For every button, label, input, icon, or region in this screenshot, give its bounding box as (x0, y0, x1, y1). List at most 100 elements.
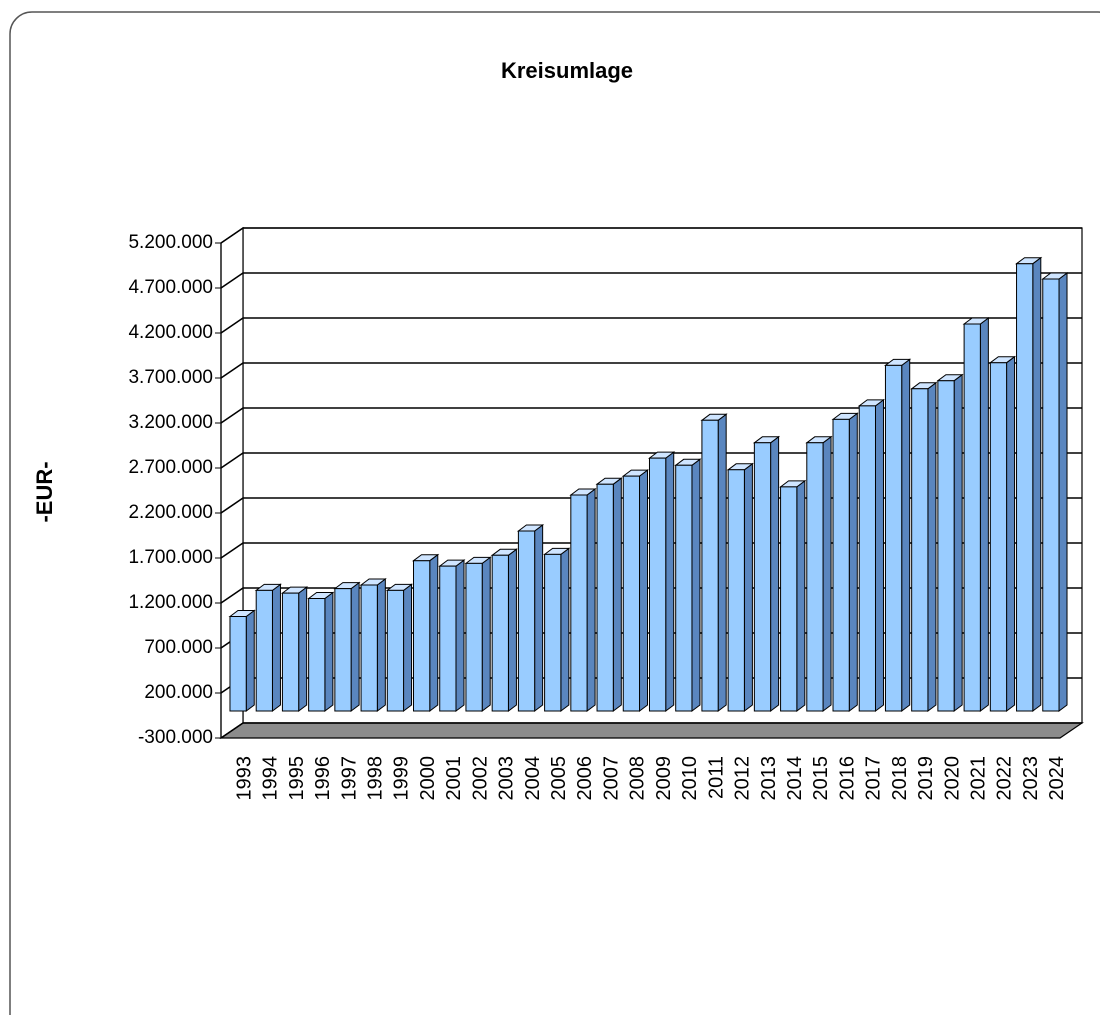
y-tick-label: 3.200.000 (128, 412, 213, 433)
bar-front (1016, 263, 1034, 712)
chart-title: Kreisumlage (501, 58, 633, 83)
grid-line (220, 452, 1082, 469)
bar-front (675, 464, 693, 712)
bar-side (927, 381, 937, 712)
bar-side (639, 469, 649, 712)
grid-line (220, 407, 1082, 424)
bar-front (517, 530, 536, 712)
bar-side (874, 398, 884, 712)
x-tick-label: 2004 (522, 756, 544, 801)
bar-front (596, 483, 614, 712)
bar (333, 581, 361, 712)
y-tick-label: -300.000 (138, 727, 213, 748)
bar-side (770, 435, 780, 712)
bar-front (806, 442, 824, 712)
x-tick-label: 2021 (968, 756, 990, 801)
x-tick-label: 2001 (443, 756, 465, 801)
bar (438, 559, 466, 712)
x-tick-label: 2011 (705, 756, 727, 799)
bar (988, 355, 1017, 712)
x-tick-label: 2010 (679, 756, 701, 801)
x-tick-label: 2022 (994, 756, 1016, 801)
bar-side (455, 559, 465, 712)
bar-side (429, 553, 439, 712)
bar-front (255, 589, 273, 712)
y-tick-label: 2.200.000 (128, 502, 213, 523)
bar-side (1058, 272, 1068, 712)
bar-front (858, 405, 876, 712)
bar-side (376, 578, 386, 712)
x-tick-label: 1995 (286, 756, 308, 801)
bar-side (324, 591, 334, 712)
bar-front (1042, 278, 1060, 712)
x-tick-label: 2003 (496, 756, 518, 801)
bar-side (717, 413, 727, 712)
y-tick-label: 3.700.000 (128, 367, 213, 388)
bar-side (507, 548, 517, 712)
bar (962, 317, 990, 712)
bar-side (271, 583, 281, 712)
bar (254, 583, 282, 712)
x-tick-label: 2009 (653, 756, 675, 801)
floor (219, 722, 1084, 739)
x-tick-label: 2017 (863, 756, 885, 801)
bar-side (560, 547, 570, 712)
bar-side (586, 488, 596, 712)
bar-front (701, 419, 719, 712)
bar-front (753, 442, 772, 712)
bar-front (832, 418, 850, 712)
bar-front (884, 364, 903, 712)
y-tick-label: 200.000 (144, 682, 213, 703)
bar (228, 609, 256, 712)
bar-front (911, 388, 929, 712)
bar (569, 488, 597, 712)
x-tick-label: 1998 (364, 756, 386, 801)
bar-side (1032, 256, 1042, 712)
bar-front (780, 486, 798, 712)
grid-line (220, 272, 1082, 289)
bar-front (989, 362, 1008, 712)
x-tick-label: 2006 (574, 756, 596, 801)
y-tick-label: 4.700.000 (128, 277, 213, 298)
bar (621, 469, 650, 712)
bar-front (937, 380, 955, 712)
x-tick-label: 2023 (1020, 756, 1042, 801)
bar-front (439, 565, 457, 712)
bar-side (691, 458, 701, 712)
x-tick-label: 2018 (889, 756, 911, 801)
bar-front (386, 589, 405, 712)
bar (805, 435, 833, 712)
y-tick-label: 1.200.000 (128, 592, 213, 613)
x-tick-label: 2007 (600, 756, 622, 801)
bar-side (822, 435, 832, 712)
bar-side (953, 373, 963, 712)
y-tick-label: 5.200.000 (128, 232, 213, 253)
bar-front (491, 554, 509, 712)
grid-line (220, 722, 1082, 739)
y-axis-label: -EUR- (32, 461, 57, 522)
bar-front (334, 588, 352, 712)
bar (490, 548, 518, 712)
x-tick-label: 1993 (233, 756, 255, 801)
x-tick-label: 1996 (312, 756, 334, 801)
bar-front (465, 562, 483, 712)
bar (595, 477, 623, 712)
x-tick-label: 2005 (548, 756, 570, 801)
y-tick-label: 2.700.000 (128, 457, 213, 478)
bar (307, 591, 335, 712)
bar (647, 451, 676, 712)
x-tick-label: 1999 (391, 756, 413, 801)
bar-side (612, 477, 622, 712)
bar-front (281, 592, 300, 712)
bar-front (622, 475, 641, 712)
x-tick-label: 2000 (417, 756, 439, 801)
bar (359, 578, 387, 712)
bar-side (848, 412, 858, 712)
x-tick-label: 2019 (915, 756, 937, 801)
bar-side (298, 586, 308, 712)
x-tick-label: 2012 (732, 756, 754, 801)
bar-side (1006, 355, 1016, 712)
bar (700, 413, 728, 712)
bar-side (665, 451, 675, 712)
